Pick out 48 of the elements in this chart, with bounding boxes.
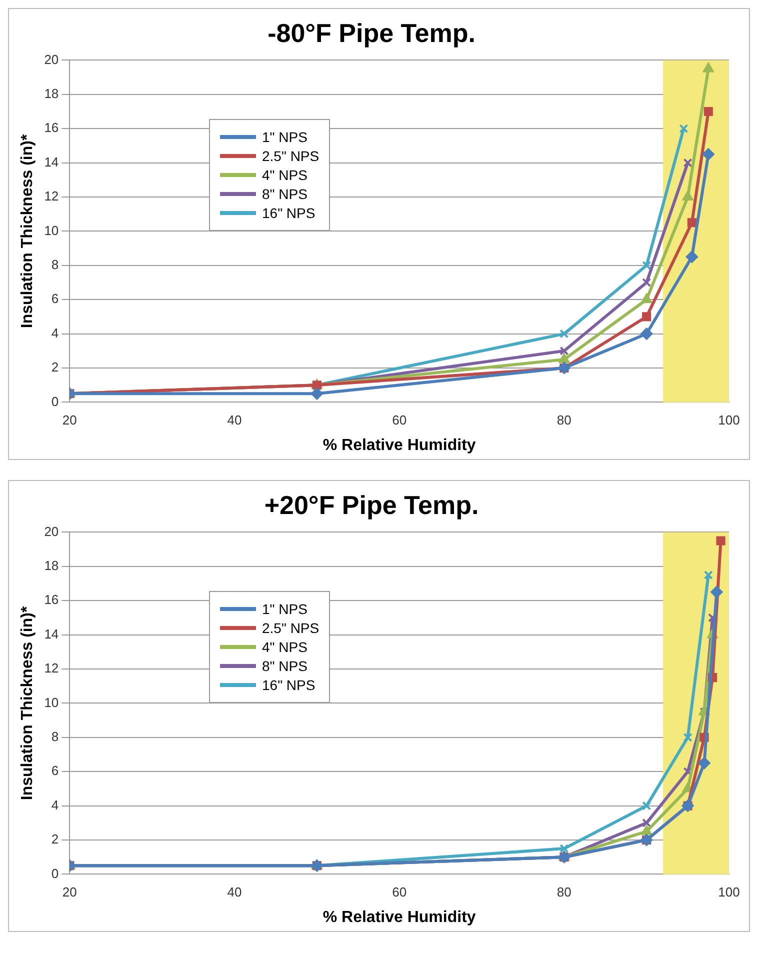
y-tick-label: 16	[44, 120, 59, 136]
y-axis-title: Insulation Thickness (in)*	[19, 606, 36, 800]
x-axis-title: % Relative Humidity	[322, 436, 476, 454]
x-tick-label: 40	[227, 412, 242, 428]
y-tick-label: 8	[51, 728, 59, 744]
y-tick-label: 4	[51, 325, 59, 340]
y-tick-label: 6	[51, 291, 59, 306]
y-tick-label: 0	[51, 866, 59, 881]
x-axis-title: % Relative Humidity	[322, 908, 476, 926]
x-tick-label: 60	[392, 412, 407, 428]
x-tick-label: 100	[718, 884, 740, 900]
y-tick-label: 20	[44, 52, 59, 67]
x-tick-label: 80	[556, 884, 572, 900]
y-tick-label: 12	[44, 188, 59, 204]
x-tick-label: 80	[556, 412, 572, 428]
legend-label: 16" NPS	[262, 205, 316, 221]
y-tick-label: 4	[51, 797, 59, 812]
y-tick-label: 10	[44, 222, 59, 238]
legend-label: 4" NPS	[262, 639, 308, 655]
legend-label: 16" NPS	[262, 677, 316, 693]
y-tick-label: 2	[51, 360, 59, 375]
legend-label: 2.5" NPS	[262, 148, 320, 164]
y-tick-label: 14	[44, 626, 59, 642]
y-tick-label: 16	[44, 592, 59, 608]
x-tick-label: 20	[62, 412, 77, 428]
y-tick-label: 8	[51, 256, 59, 272]
legend-label: 4" NPS	[262, 167, 308, 183]
y-tick-label: 6	[51, 763, 59, 778]
x-tick-label: 60	[392, 884, 407, 900]
legend-label: 8" NPS	[262, 186, 308, 202]
legend-label: 2.5" NPS	[262, 620, 320, 636]
chart-title: -80°F Pipe Temp.	[268, 18, 476, 48]
legend-label: 8" NPS	[262, 658, 308, 674]
legend-label: 1" NPS	[262, 601, 308, 617]
x-tick-label: 40	[227, 884, 242, 900]
x-tick-label: 20	[62, 884, 77, 900]
y-axis-title: Insulation Thickness (in)*	[19, 134, 36, 328]
legend-label: 1" NPS	[262, 129, 308, 145]
x-tick-label: 100	[718, 412, 740, 428]
y-tick-label: 2	[51, 832, 59, 847]
y-tick-label: 20	[44, 524, 59, 539]
y-tick-label: 18	[44, 558, 59, 573]
y-tick-label: 14	[44, 154, 59, 170]
y-tick-label: 18	[44, 86, 59, 101]
y-tick-label: 10	[44, 694, 59, 710]
y-tick-label: 0	[51, 394, 59, 409]
y-tick-label: 12	[44, 660, 59, 676]
chart-title: +20°F Pipe Temp.	[264, 490, 479, 520]
